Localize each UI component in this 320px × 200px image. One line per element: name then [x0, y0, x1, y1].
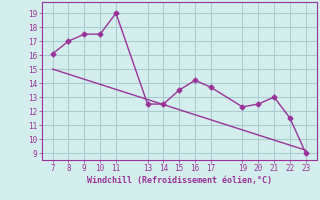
X-axis label: Windchill (Refroidissement éolien,°C): Windchill (Refroidissement éolien,°C) — [87, 176, 272, 185]
